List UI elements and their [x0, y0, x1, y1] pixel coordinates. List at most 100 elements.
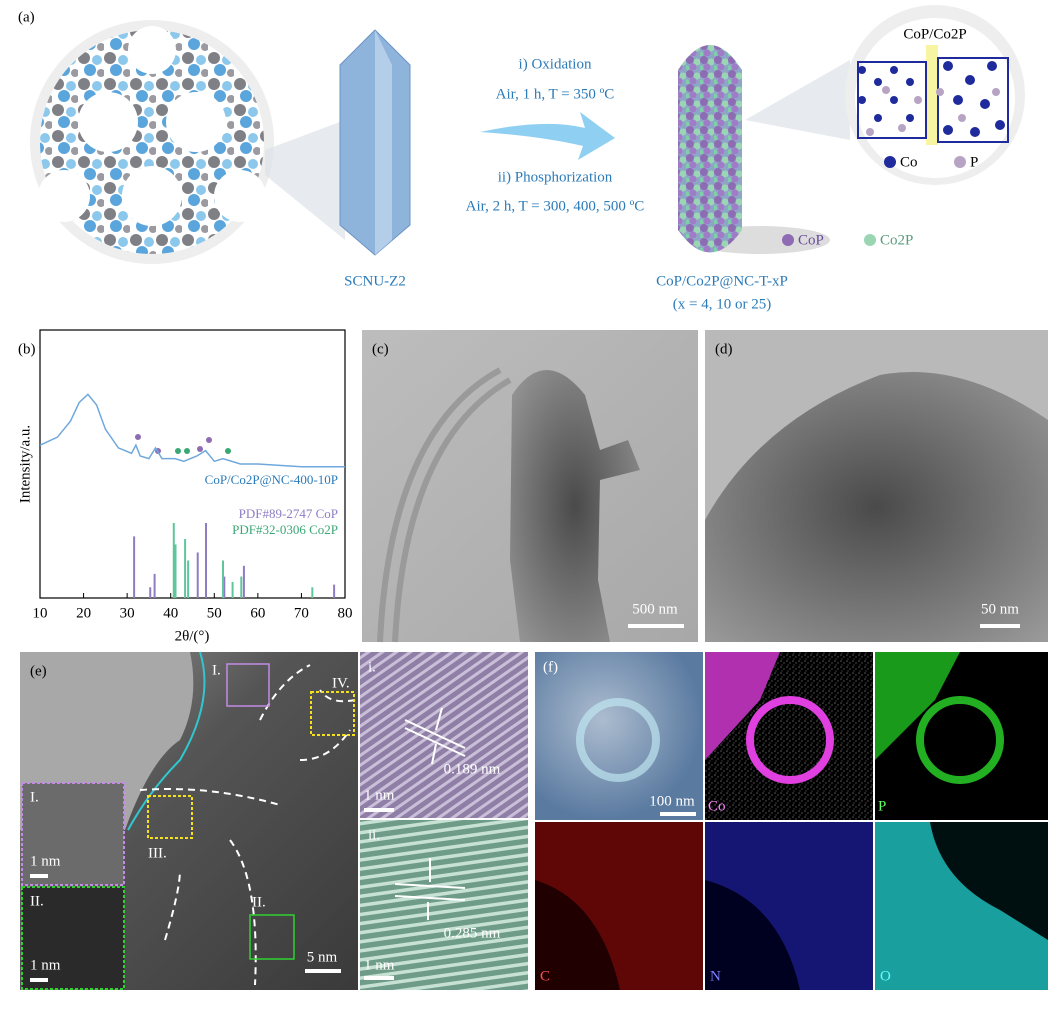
peak-markers: [135, 434, 231, 454]
fringe-image: [360, 820, 528, 990]
scale-label: 1 nm: [30, 853, 61, 869]
region-label: II.: [252, 894, 266, 910]
legend-swatch: [884, 156, 896, 168]
series-label: PDF#89-2747 CoP: [239, 506, 338, 521]
mof-pores: [38, 26, 266, 226]
region-label: III.: [148, 845, 167, 861]
panel-label: (c): [372, 341, 389, 357]
legend-swatch: [864, 234, 876, 246]
scale-bar: [980, 624, 1020, 628]
x-tick-label: 40: [163, 605, 178, 621]
map-signal: [705, 822, 873, 990]
legend-entry: P: [970, 154, 978, 170]
y-axis-label: Intensity/a.u.: [17, 425, 33, 503]
x-tick-label: 20: [76, 605, 91, 621]
scale-bar: [364, 976, 394, 980]
x-tick-label: 10: [33, 605, 48, 621]
arrow: [480, 112, 615, 160]
scale-bar: [30, 874, 48, 878]
particle: [705, 372, 1048, 642]
x-tick-label: 60: [250, 605, 265, 621]
nanorod: [510, 370, 640, 642]
boundary-lines: [139, 664, 356, 986]
particle-outline: [576, 698, 660, 782]
panel-label: (b): [18, 341, 36, 357]
scale-label: 1 nm: [30, 957, 61, 973]
scale-label: 100 nm: [649, 793, 695, 809]
panel-label: (f): [543, 659, 558, 675]
series-label: PDF#32-0306 Co2P: [232, 522, 338, 537]
map-signal: [746, 696, 834, 784]
map-label: C: [540, 968, 550, 984]
step-title: i) Oxidation: [519, 56, 592, 72]
product-note: (x = 4, 10 or 25): [673, 296, 771, 312]
region-box: [226, 663, 270, 707]
spacing-marker: [394, 858, 466, 920]
step-conditions: Air, 2 h, T = 300, 400, 500 ºC: [466, 198, 645, 214]
map-signal: [875, 822, 1048, 990]
carbon-film: [377, 367, 512, 643]
scale-bar: [660, 812, 696, 816]
x-tick-label: 50: [207, 605, 222, 621]
region-label: IV.: [332, 675, 350, 691]
map-label: Co: [708, 798, 726, 814]
product-rod: [678, 45, 742, 253]
inset-label: i.: [368, 659, 376, 675]
edge-line: [127, 651, 206, 831]
region-box: [249, 914, 295, 960]
map-signal: [875, 652, 960, 760]
scale-label: 1 nm: [364, 957, 395, 973]
x-tick-label: 30: [120, 605, 135, 621]
x-tick-label: 70: [294, 605, 309, 621]
scale-label: 1 nm: [364, 787, 395, 803]
series-label: CoP/Co2P@NC-400-10P: [205, 472, 338, 487]
legend-swatch: [782, 234, 794, 246]
legend-entry: CoP: [798, 232, 824, 248]
map-signal: [535, 822, 703, 990]
x-axis-label: 2θ/(°): [175, 628, 210, 644]
lattice: [857, 57, 1009, 143]
xrd-pattern: [39, 393, 345, 468]
spacing-marker: [404, 707, 466, 765]
crystal-face: [375, 30, 392, 255]
fringe-image: [360, 652, 528, 818]
inset-title: CoP/Co2P: [903, 26, 966, 42]
panel-label: (d): [715, 341, 733, 357]
map-signal: [705, 652, 780, 760]
zoom-cone: [265, 120, 345, 240]
interface: [926, 45, 938, 145]
x-tick-label: 80: [338, 605, 353, 621]
map-label: P: [878, 798, 886, 814]
inset-label: ii.: [368, 827, 380, 843]
eds-maps: [535, 652, 1048, 990]
panel-label: (e): [30, 663, 47, 679]
region-box: [310, 691, 355, 736]
zoom-cone: [745, 60, 850, 140]
panel-label: (a): [18, 9, 35, 25]
mof-structure: [40, 30, 264, 254]
inset-label: I.: [30, 789, 39, 805]
legend-entry: Co2P: [880, 232, 913, 248]
legend-swatch: [954, 156, 966, 168]
spacing-label: 0.189 nm: [444, 761, 501, 777]
region-label: I.: [212, 662, 221, 678]
precursor-label: SCNU-Z2: [344, 273, 406, 289]
map-signal: [916, 696, 1004, 784]
scale-label: 5 nm: [307, 949, 338, 965]
scale-label: 500 nm: [632, 601, 678, 617]
xrd-plot: (b) Intensity/a.u. 2θ/(°) CoP/Co2P@NC-40…: [17, 329, 353, 644]
scale-label: 50 nm: [981, 601, 1019, 617]
scale-bar: [30, 978, 48, 982]
scale-bar: [364, 808, 394, 812]
scale-bar: [305, 969, 341, 973]
scale-bar: [628, 624, 684, 628]
inset-label: II.: [30, 893, 44, 909]
map-label: O: [880, 968, 891, 984]
spacing-label: 0.285 nm: [444, 925, 501, 941]
product-label: CoP/Co2P@NC-T-xP: [656, 273, 788, 289]
legend-entry: Co: [900, 154, 918, 170]
step-conditions: Air, 1 h, T = 350 ºC: [496, 86, 615, 102]
step-title: ii) Phosphorization: [498, 169, 613, 185]
inset: [21, 886, 125, 990]
